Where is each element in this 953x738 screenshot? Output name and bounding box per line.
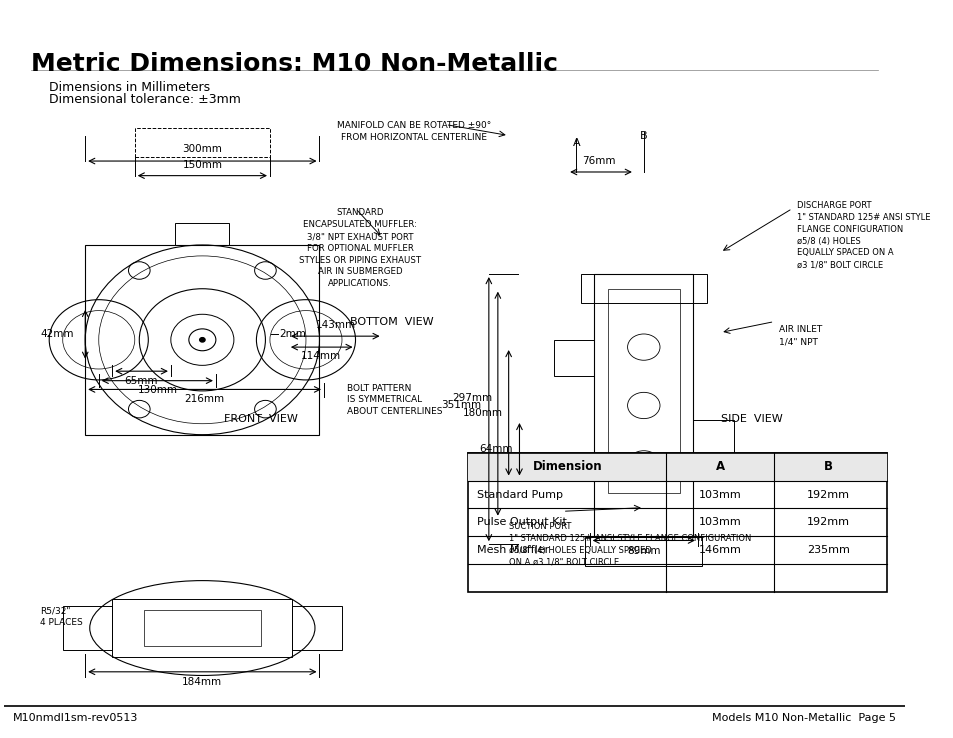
Text: 143mm: 143mm [315, 320, 355, 331]
Text: 351mm: 351mm [441, 401, 481, 410]
Bar [468, 453, 886, 480]
Bar [134, 128, 270, 157]
Bar [553, 339, 594, 376]
Bar [144, 610, 261, 646]
Text: 103mm: 103mm [699, 489, 741, 500]
Bar [175, 223, 229, 245]
Text: Metric Dimensions: M10 Non-Metallic: Metric Dimensions: M10 Non-Metallic [31, 52, 558, 75]
Text: 150mm: 150mm [182, 160, 222, 170]
Text: Dimensions in Millimeters: Dimensions in Millimeters [50, 80, 210, 94]
Text: A: A [572, 138, 579, 148]
Text: 65mm: 65mm [124, 376, 157, 386]
Text: Models M10 Non-Metallic  Page 5: Models M10 Non-Metallic Page 5 [711, 714, 895, 723]
Text: 192mm: 192mm [806, 517, 849, 527]
Text: M10nmdl1sm-rev0513: M10nmdl1sm-rev0513 [13, 714, 138, 723]
Text: DISCHARGE PORT
1" STANDARD 125# ANSI STYLE
FLANGE CONFIGURATION
ø5/8 (4) HOLES
E: DISCHARGE PORT 1" STANDARD 125# ANSI STY… [796, 201, 929, 269]
Text: 42mm: 42mm [40, 329, 73, 339]
Text: AIR INLET
1/4" NPT: AIR INLET 1/4" NPT [778, 325, 821, 346]
Bar [293, 606, 341, 650]
Text: 192mm: 192mm [806, 489, 849, 500]
Text: Dimensional tolerance: ±3mm: Dimensional tolerance: ±3mm [50, 93, 241, 106]
Text: 300mm: 300mm [182, 144, 222, 154]
Text: Pulse Output Kit: Pulse Output Kit [476, 517, 566, 527]
Text: 130mm: 130mm [137, 385, 177, 395]
Text: SUCTION PORT
1" STANDARD 125# ANSI STYLE FLANGE CONFIGURATION
ø5/8" (4) HOLES EQ: SUCTION PORT 1" STANDARD 125# ANSI STYLE… [508, 523, 750, 567]
Circle shape [199, 337, 205, 342]
Text: SIDE  VIEW: SIDE VIEW [720, 413, 782, 424]
Bar [693, 420, 733, 457]
Text: 297mm: 297mm [452, 393, 492, 403]
Bar [607, 289, 679, 493]
Text: STANDARD
ENCAPSULATED MUFFLER:
3/8" NPT EXHAUST PORT
FOR OPTIONAL MUFFLER
STYLES: STANDARD ENCAPSULATED MUFFLER: 3/8" NPT … [298, 208, 420, 289]
Bar [580, 274, 706, 303]
Text: 64mm: 64mm [479, 444, 513, 455]
Bar [112, 599, 293, 658]
Bar [468, 453, 886, 592]
Text: Mesh Muffler: Mesh Muffler [476, 545, 549, 555]
Text: MANIFOLD CAN BE ROTATED ±90°
FROM HORIZONTAL CENTERLINE: MANIFOLD CAN BE ROTATED ±90° FROM HORIZO… [336, 121, 491, 142]
Text: 184mm: 184mm [182, 677, 222, 687]
Text: Dimension: Dimension [532, 461, 601, 473]
Bar [594, 274, 693, 537]
Text: R5/32"
4 PLACES: R5/32" 4 PLACES [40, 606, 83, 627]
Text: 114mm: 114mm [301, 351, 341, 362]
Text: B: B [639, 131, 647, 140]
Text: 76mm: 76mm [581, 156, 615, 166]
Bar [85, 245, 319, 435]
Text: 216mm: 216mm [184, 394, 224, 404]
Text: Standard Pump: Standard Pump [476, 489, 562, 500]
Text: 103mm: 103mm [699, 517, 741, 527]
Bar [584, 537, 701, 566]
Text: 89mm: 89mm [626, 545, 659, 556]
Text: 235mm: 235mm [806, 545, 849, 555]
Text: BOLT PATTERN
IS SYMMETRICAL
ABOUT CENTERLINES: BOLT PATTERN IS SYMMETRICAL ABOUT CENTER… [346, 384, 441, 416]
Text: B: B [823, 461, 832, 473]
Text: BOTTOM  VIEW: BOTTOM VIEW [350, 317, 433, 327]
Text: FRONT  VIEW: FRONT VIEW [224, 413, 297, 424]
Bar [63, 606, 112, 650]
Text: A: A [715, 461, 724, 473]
Text: 2mm: 2mm [278, 329, 306, 339]
Text: 180mm: 180mm [462, 408, 502, 418]
Text: 146mm: 146mm [699, 545, 741, 555]
